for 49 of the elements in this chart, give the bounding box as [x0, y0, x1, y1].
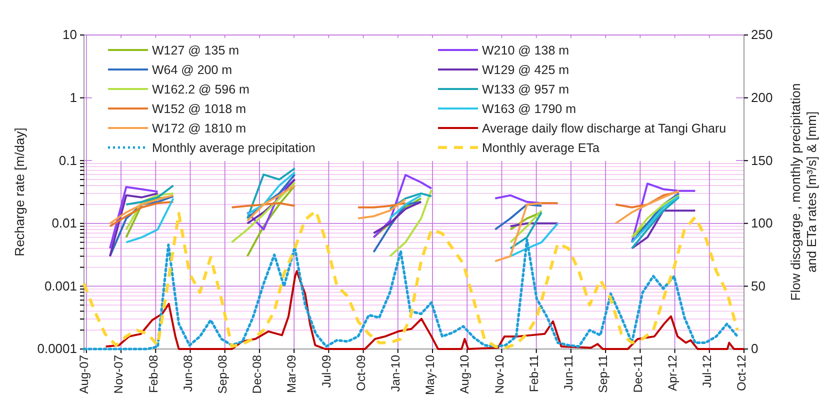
x-tick-label: Jul-09 — [319, 354, 334, 388]
y-tick-label: 0.01 — [52, 216, 77, 231]
x-tick-label: Jan-10 — [388, 354, 403, 392]
y2-tick-label: 200 — [751, 90, 773, 105]
legend-label: Average daily flow discharge at Tangi Gharu — [482, 122, 726, 136]
legend-label: Monthly average ETa — [482, 141, 600, 155]
x-tick-label: May-10 — [423, 354, 438, 396]
y2-tick-label: 150 — [751, 152, 773, 168]
legend-label: Monthly average precipitation — [152, 141, 316, 155]
x-tick-label: Mar-09 — [284, 354, 299, 394]
x-tick-label: Apr-12 — [665, 354, 680, 392]
x-tick-label: Jul-12 — [700, 354, 714, 388]
x-tick-label: Sep-11 — [596, 354, 610, 393]
legend-label: W152 @ 1018 m — [152, 102, 246, 116]
legend-label: W162.2 @ 596 m — [152, 82, 250, 96]
x-tick-label: Nov-10 — [492, 354, 506, 394]
line-series — [82, 238, 739, 350]
y-tick-label: 0.001 — [44, 278, 77, 294]
y-tick-label: 10 — [62, 27, 77, 42]
legend-label: W210 @ 138 m — [482, 44, 570, 58]
x-tick-label: Dec-08 — [250, 354, 264, 394]
y2-axis-title: Flow discgarge , monthly precipitation and ETa rates [m³/s] & [mm] — [788, 83, 819, 301]
y-tick-label: 0.0001 — [37, 341, 77, 356]
x-tick-label: Dec-11 — [630, 354, 645, 393]
x-tick-label: Feb-11 — [526, 354, 541, 392]
legend-label: W64 @ 200 m — [152, 63, 232, 77]
y-axis-title: Recharge rate [m/day] — [12, 128, 27, 256]
legend-label: W163 @ 1790 m — [482, 102, 576, 116]
x-tick-label: Oct-09 — [354, 354, 368, 392]
y2-tick-label: 50 — [751, 278, 766, 294]
x-tick-label: Nov-07 — [112, 354, 126, 394]
legend-label: W133 @ 957 m — [482, 82, 570, 96]
y-tick-label: 0.1 — [58, 152, 77, 168]
x-tick-label: Jun-08 — [180, 354, 195, 392]
y2-tick-label: 250 — [751, 27, 773, 42]
y2-tick-label: 0 — [751, 341, 758, 356]
x-tick-label: Aug-07 — [77, 354, 92, 394]
x-tick-label: Sep-08 — [215, 354, 230, 394]
line-series — [82, 209, 739, 350]
legend-label: W129 @ 425 m — [482, 63, 570, 77]
x-tick-label: Oct-12 — [734, 354, 749, 392]
legend-label: W172 @ 1810 m — [152, 122, 246, 136]
x-tick-label: Feb-08 — [146, 354, 160, 394]
line-series — [104, 270, 745, 350]
y-tick-label: 1 — [70, 90, 77, 105]
x-tick-label: Aug-10 — [458, 354, 472, 394]
y2-tick-label: 100 — [751, 216, 773, 231]
x-tick-label: Jun-11 — [562, 354, 576, 391]
legend-label: W127 @ 135 m — [152, 44, 240, 58]
